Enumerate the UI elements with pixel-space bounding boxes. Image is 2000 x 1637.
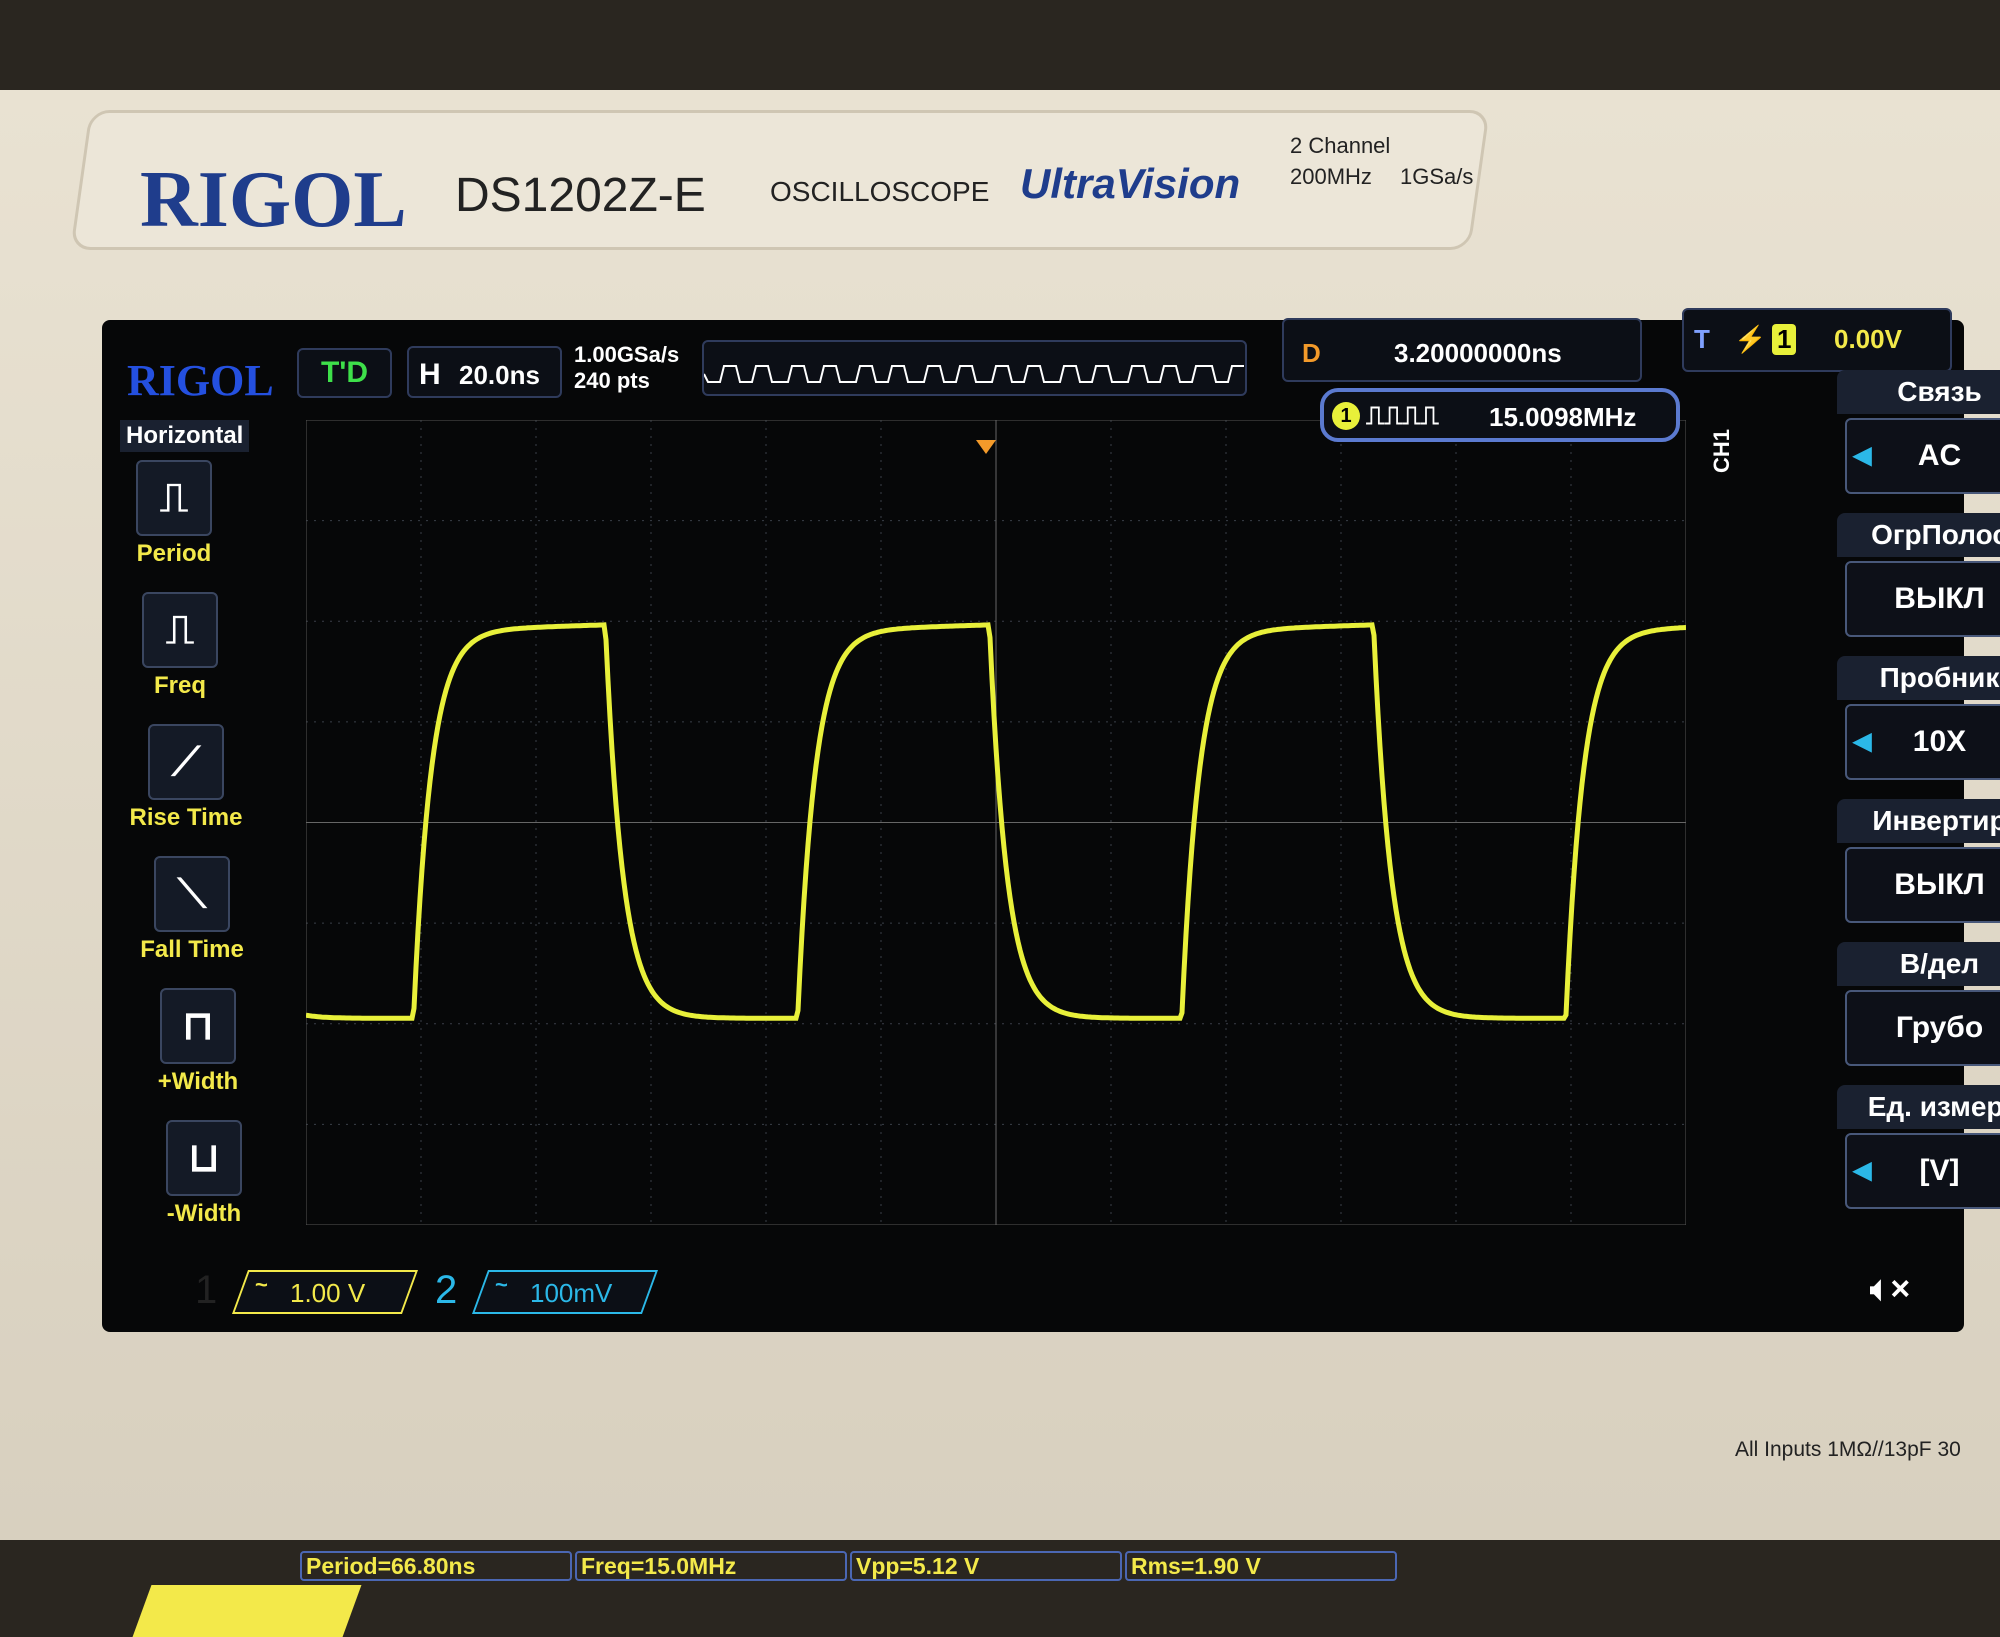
- delay-box[interactable]: D 3.20000000ns: [1282, 318, 1642, 382]
- softkey-title: Пробник: [1837, 656, 2000, 700]
- softkey-value: ◀ 10X: [1845, 704, 2000, 780]
- arrow-left-icon: ◀: [1853, 1157, 1872, 1184]
- ch1-scale: 1.00 V: [290, 1278, 366, 1308]
- neg-width-icon: ⊔: [166, 1120, 242, 1196]
- rising-edge-icon: ⚡: [1734, 324, 1767, 354]
- memory-overview[interactable]: [702, 340, 1247, 396]
- channel-label: CH1: [1709, 428, 1735, 474]
- softkey-4[interactable]: В/дел Грубо: [1837, 942, 2000, 1070]
- softkey-value-text: 10X: [1912, 725, 1967, 758]
- menu-title: Horizontal: [120, 420, 250, 452]
- ch2-number[interactable]: 2: [435, 1268, 458, 1312]
- pulse-train-icon: ⎍⎍⎍⎍: [1366, 400, 1439, 430]
- screen-logo: RIGOL: [127, 356, 274, 405]
- menu-item--width[interactable]: ⊓ +Width: [138, 988, 258, 1096]
- menu-item--width[interactable]: ⊔ -Width: [144, 1120, 264, 1228]
- softkey-title: Ед. измер.: [1837, 1085, 2000, 1129]
- trigger-source: 1: [1772, 324, 1797, 355]
- measurement-item[interactable]: Vpp=5.12 V: [850, 1551, 1122, 1581]
- sample-rate-spec: 1GSa/s: [1400, 164, 1474, 189]
- channel-count: 2 Channel: [1290, 133, 1391, 158]
- menu-item-fall-time[interactable]: ⟍ Fall Time: [132, 856, 252, 964]
- model-name: DS1202Z-E: [455, 169, 706, 222]
- menu-item-freq[interactable]: ⎍ Freq: [120, 592, 240, 700]
- device-type: OSCILLOSCOPE: [770, 176, 990, 207]
- memory-depth: 240 pts: [574, 368, 650, 393]
- ch2-coupling: ~: [495, 1272, 508, 1297]
- brand-logo: RIGOL: [140, 156, 407, 244]
- series-logo: UltraVision: [1020, 160, 1241, 207]
- softkey-value-text: [V]: [1919, 1154, 1960, 1187]
- menu-item-label: Fall Time: [140, 936, 244, 963]
- softkey-5[interactable]: Ед. измер. ◀ [V]: [1837, 1085, 2000, 1213]
- softkey-1[interactable]: ОгрПолос ВЫКЛ: [1837, 513, 2000, 641]
- sa-rate: 1.00GSa/s: [574, 342, 680, 367]
- timebase-label: H: [419, 358, 441, 391]
- delay-value: 3.20000000ns: [1394, 338, 1562, 368]
- softkey-value: ВЫКЛ: [1845, 561, 2000, 637]
- bandwidth: 200MHz: [1290, 164, 1372, 189]
- softkey-value-text: AC: [1917, 439, 1962, 472]
- trigger-level: 0.00V: [1834, 324, 1902, 354]
- scope-screen: RIGOL T'D H 20.0ns 1.00GSa/s 240 pts D 3…: [102, 308, 2000, 1637]
- waveform-grid: [306, 420, 1686, 1225]
- softkey-3[interactable]: Инвертир ВЫКЛ: [1837, 799, 2000, 927]
- ch1-waveform: [306, 622, 1686, 1021]
- softkey-title: ОгрПолос: [1837, 513, 2000, 557]
- mute-icon[interactable]: 🔈︎×: [1870, 1270, 1911, 1308]
- softkey-value: ◀ [V]: [1845, 1133, 2000, 1209]
- measurement-item[interactable]: Freq=15.0MHz: [575, 1551, 847, 1581]
- ch1-number[interactable]: 1: [195, 1268, 218, 1312]
- softkey-value: Грубо: [1845, 990, 2000, 1066]
- overview-trace: [704, 365, 1244, 383]
- pos-width-icon: ⊓: [160, 988, 236, 1064]
- run-mode[interactable]: T'D: [297, 348, 392, 398]
- ch1-scale-button[interactable]: [132, 1585, 362, 1637]
- arrow-left-icon: ◀: [1853, 442, 1872, 469]
- softkey-title: В/дел: [1837, 942, 2000, 986]
- menu-item-rise-time[interactable]: ⟋ Rise Time: [126, 724, 246, 832]
- menu-item-label: Freq: [153, 672, 206, 699]
- measurement-item[interactable]: Period=66.80ns: [300, 1551, 572, 1581]
- softkey-value-text: Грубо: [1895, 1011, 1984, 1044]
- frequency-counter: 1 ⎍⎍⎍⎍ 15.0098MHz: [1320, 388, 1680, 442]
- softkey-0[interactable]: Связь ◀ AC: [1837, 370, 2000, 498]
- ch1-badge: 1: [1332, 402, 1360, 430]
- softkey-value: ◀ AC: [1845, 418, 2000, 494]
- freq-icon: ⎍: [142, 592, 218, 668]
- trigger-label: T: [1694, 324, 1710, 354]
- menu-item-period[interactable]: ⎍ Period: [114, 460, 234, 568]
- frequency-value: 15.0098MHz: [1489, 402, 1637, 432]
- delay-label: D: [1302, 338, 1321, 368]
- menu-item-label: +Width: [157, 1068, 239, 1095]
- ch1-coupling: ~: [255, 1272, 268, 1297]
- softkey-2[interactable]: Пробник ◀ 10X: [1837, 656, 2000, 784]
- menu-item-label: Rise Time: [129, 804, 243, 831]
- period-icon: ⎍: [136, 460, 212, 536]
- softkey-title: Инвертир: [1837, 799, 2000, 843]
- softkey-value-text: ВЫКЛ: [1894, 868, 1985, 901]
- menu-item-label: -Width: [166, 1200, 242, 1227]
- trigger-box[interactable]: T ⚡ 1 0.00V: [1682, 308, 1952, 372]
- trigger-position-marker[interactable]: [976, 440, 996, 454]
- menu-item-label: Period: [136, 540, 212, 567]
- softkey-title: Связь: [1837, 370, 2000, 414]
- timebase-box[interactable]: H 20.0ns: [407, 346, 562, 398]
- softkey-value-text: ВЫКЛ: [1894, 582, 1985, 615]
- timebase-value: 20.0ns: [459, 360, 540, 390]
- inputs-note: All Inputs 1MΩ//13pF 30: [1735, 1438, 1961, 1461]
- rise-time-icon: ⟋: [148, 724, 224, 800]
- ch2-scale: 100mV: [530, 1278, 613, 1308]
- softkey-value: ВЫКЛ: [1845, 847, 2000, 923]
- arrow-left-icon: ◀: [1853, 728, 1872, 755]
- measurement-item[interactable]: Rms=1.90 V: [1125, 1551, 1397, 1581]
- fall-time-icon: ⟍: [154, 856, 230, 932]
